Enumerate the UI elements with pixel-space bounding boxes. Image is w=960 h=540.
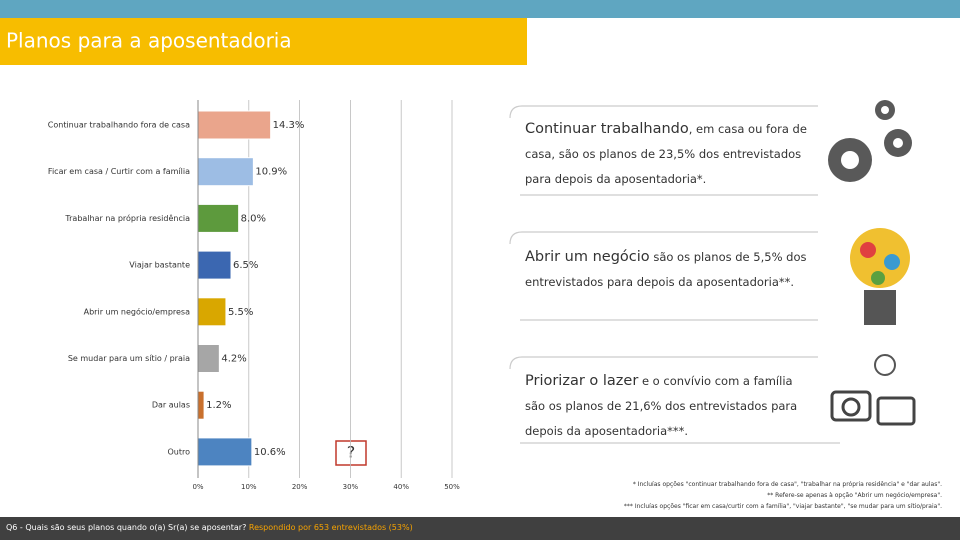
bar	[197, 203, 240, 233]
y-tick-label: Viajar bastante	[129, 261, 190, 270]
bar	[197, 250, 232, 280]
y-tick-label: Outro	[167, 447, 190, 456]
footnote: ** Refere-se apenas à opção "Abrir um ne…	[767, 492, 942, 499]
value-label: 6.5%	[233, 260, 258, 271]
note-heading: Abrir um negócio	[525, 249, 650, 265]
footer-question: Q6 - Quais são seus planos quando o(a) S…	[6, 523, 249, 532]
value-label: 10.6%	[254, 447, 286, 458]
footer-band	[0, 517, 960, 540]
note-heading: Priorizar o lazer	[525, 373, 639, 389]
y-tick-label: Se mudar para um sítio / praia	[68, 354, 190, 363]
y-tick-label: Ficar em casa / Curtir com a família	[48, 167, 190, 176]
title-box	[0, 18, 527, 65]
question-box	[335, 440, 367, 466]
bar	[197, 297, 227, 327]
note: Continuar trabalhando, em casa ou fora d…	[525, 117, 815, 192]
bar	[197, 157, 254, 187]
x-tick-label: 10%	[241, 483, 257, 491]
footer-respondents: Respondido por 653 entrevistados (53%)	[248, 523, 413, 532]
bar	[197, 437, 253, 467]
value-label: 8.0%	[241, 213, 266, 224]
value-label: 4.2%	[221, 354, 246, 365]
x-tick-label: 0%	[192, 483, 203, 491]
bar	[197, 390, 205, 420]
value-label: 14.3%	[273, 120, 305, 131]
value-label: 5.5%	[228, 307, 253, 318]
chart-title: Planos para a aposentadoria	[6, 29, 292, 53]
x-tick-label: 20%	[292, 483, 308, 491]
note: Abrir um negócio são os planos de 5,5% d…	[525, 245, 815, 295]
x-tick-label: 30%	[343, 483, 359, 491]
footnote: *** Incluías opções "ficar em casa/curti…	[623, 503, 942, 510]
note-heading: Continuar trabalhando	[525, 121, 689, 137]
value-label: 1.2%	[206, 400, 231, 411]
question-mark: ?	[347, 443, 356, 462]
x-tick-label: 50%	[444, 483, 460, 491]
bar	[197, 110, 272, 140]
y-tick-label: Trabalhar na própria residência	[64, 213, 190, 223]
note: Priorizar o lazer e o convívio com a fam…	[525, 369, 815, 444]
y-tick-label: Dar aulas	[152, 401, 190, 410]
y-tick-label: Abrir um negócio/empresa	[84, 306, 190, 316]
x-tick-label: 40%	[393, 483, 409, 491]
footer: Q6 - Quais são seus planos quando o(a) S…	[6, 523, 413, 532]
footnote: * Incluías opções "continuar trabalhando…	[632, 481, 942, 488]
value-label: 10.9%	[255, 167, 287, 178]
top-band	[0, 0, 960, 18]
icons	[828, 100, 916, 426]
note-text: , em casa ou fora de casa, são os planos…	[525, 122, 807, 186]
y-tick-label: Continuar trabalhando fora de casa	[48, 121, 190, 130]
dividers	[509, 105, 840, 444]
note-text: e o convívio com a família são os planos…	[525, 374, 798, 438]
bar	[197, 344, 220, 373]
note-text: são os planos de 5,5% dos entrevistados …	[525, 250, 807, 289]
